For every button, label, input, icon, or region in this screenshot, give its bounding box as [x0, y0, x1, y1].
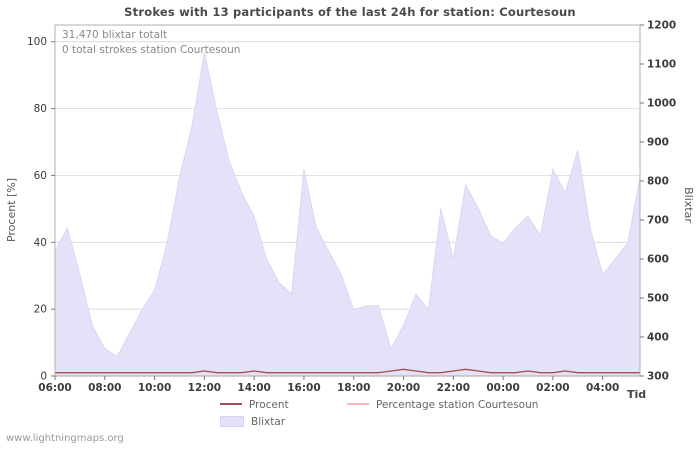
right-tick-label: 400	[647, 332, 669, 344]
x-tick-label: 06:00	[38, 382, 71, 394]
legend-row-lines: Procent Percentage station Courtesoun	[220, 399, 538, 411]
procent-line	[55, 368, 640, 374]
legend: Procent Percentage station Courtesoun Bl…	[220, 399, 538, 428]
legend-row-area: Blixtar	[220, 415, 538, 428]
station-line-sample	[347, 403, 370, 405]
x-tick-label: 04:00	[586, 382, 619, 394]
x-axis-label: Tid	[627, 388, 647, 401]
right-tick-label: 800	[647, 176, 669, 188]
right-tick-label: 1200	[647, 20, 676, 32]
x-tick-label: 16:00	[287, 382, 320, 394]
legend-item-procent: Procent	[220, 399, 289, 411]
plot-border	[54, 24, 641, 377]
right-tick-label: 900	[647, 137, 669, 149]
watermark: www.lightningmaps.org	[6, 433, 124, 444]
x-tick-label: 02:00	[536, 382, 569, 394]
x-tick-label: 12:00	[188, 382, 221, 394]
legend-item-station: Percentage station Courtesoun	[347, 399, 538, 411]
left-tick-label: 80	[34, 103, 47, 115]
x-tick-label: 14:00	[237, 382, 270, 394]
legend-label-blixtar: Blixtar	[251, 416, 286, 428]
x-tick-label: 18:00	[337, 382, 370, 394]
right-tick-label: 1100	[647, 59, 676, 71]
annotation-total-blixtar: 31,470 blixtar totalt	[62, 29, 168, 41]
x-tick-label: 20:00	[387, 382, 420, 394]
right-tick-label: 700	[647, 215, 669, 227]
x-tick-label: 00:00	[486, 382, 519, 394]
right-tick-label: 1000	[647, 98, 676, 110]
left-tick-label: 0	[40, 371, 47, 383]
x-tick-label: 22:00	[437, 382, 470, 394]
right-tick-label: 300	[647, 371, 669, 383]
procent-line-sample	[220, 403, 242, 405]
right-tick-label: 600	[647, 254, 669, 266]
left-axis-label: Procent [%]	[5, 177, 18, 243]
legend-item-blixtar: Blixtar	[220, 415, 286, 428]
x-tick-label: 08:00	[88, 382, 121, 394]
left-tick-label: 40	[34, 237, 47, 249]
legend-label-station: Percentage station Courtesoun	[376, 399, 539, 411]
blixtar-area-sample	[220, 415, 244, 427]
right-axis-label: Blixtar	[682, 187, 695, 223]
blixtar-area-series	[54, 52, 641, 377]
page-title: Strokes with 13 participants of the last…	[124, 5, 576, 19]
annotation-station-total: 0 total strokes station Courtesoun	[62, 44, 241, 56]
x-tick-label: 10:00	[138, 382, 171, 394]
right-tick-label: 500	[647, 293, 669, 305]
left-tick-label: 60	[34, 170, 47, 182]
legend-label-procent: Procent	[249, 399, 289, 411]
left-tick-label: 20	[34, 304, 47, 316]
left-tick-label: 100	[27, 36, 47, 48]
